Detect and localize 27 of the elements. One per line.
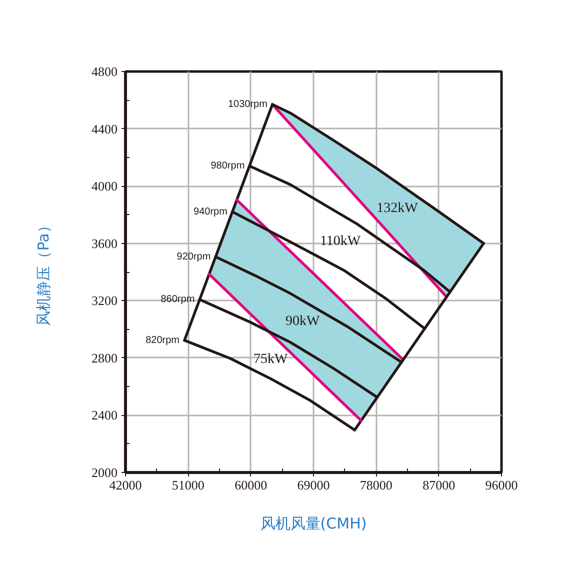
y-tick-label: 3600	[92, 236, 118, 251]
y-tick-label: 2400	[92, 408, 118, 423]
x-tick-label: 42000	[109, 478, 142, 492]
series-label: 860rpm	[160, 294, 195, 305]
y-tick-label: 2000	[92, 465, 118, 480]
y-tick-label: 4000	[92, 178, 118, 194]
x-tick-label: 51000	[172, 478, 204, 492]
y-tick-label: 4400	[92, 121, 118, 136]
series-label: 1030rpm	[228, 98, 268, 110]
y-tick-label: 3200	[92, 293, 118, 308]
series-label: 820rpm	[146, 334, 180, 346]
x-tick-label: 96000	[485, 478, 518, 492]
x-tick-label: 60000	[234, 478, 268, 492]
y-axis-title: 风机静压（Pa）	[34, 218, 52, 326]
series-label: 920rpm	[176, 251, 211, 262]
y-tick-label: 4800	[92, 64, 118, 79]
x-tick-label: 87000	[422, 478, 456, 492]
series-label: 940rpm	[194, 206, 228, 218]
x-tick-label: 78000	[360, 478, 392, 492]
annotation: 75kW	[254, 352, 289, 368]
x-tick-label: 69000	[297, 478, 330, 492]
annotation: 132kW	[376, 200, 419, 216]
annotation: 90kW	[286, 314, 321, 329]
annotation: 110kW	[320, 234, 362, 249]
y-tick-label: 2800	[92, 350, 118, 366]
x-axis-title: 风机风量(CMH)	[260, 514, 367, 532]
series-label: 980rpm	[210, 160, 245, 172]
